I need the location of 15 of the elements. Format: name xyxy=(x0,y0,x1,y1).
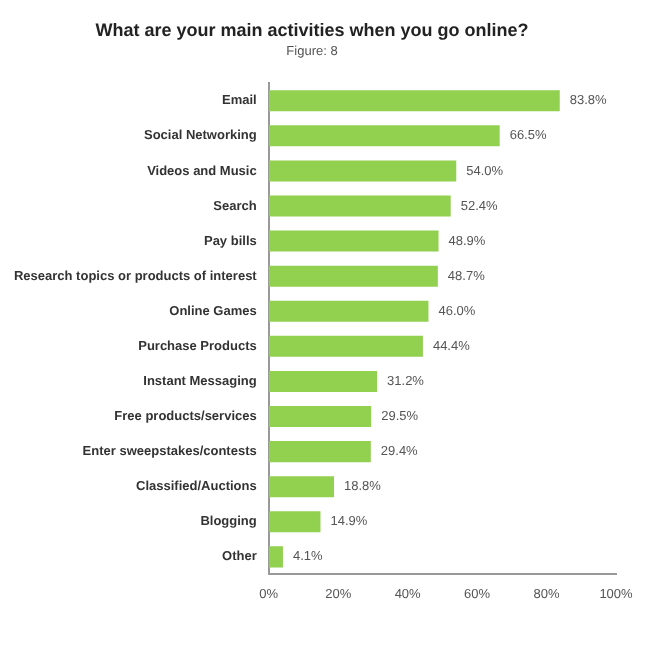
bar xyxy=(268,195,451,217)
bar xyxy=(268,300,429,322)
bar xyxy=(268,511,321,533)
bar xyxy=(268,405,372,428)
bar xyxy=(268,476,335,498)
bar xyxy=(268,90,560,112)
bar xyxy=(268,441,371,463)
bar xyxy=(268,370,378,392)
chart-title: What are your main activities when you go online? xyxy=(95,19,529,40)
bar xyxy=(268,160,457,182)
bar xyxy=(268,335,423,357)
bar xyxy=(268,125,500,147)
bar xyxy=(268,546,283,568)
bar xyxy=(268,265,438,287)
bar xyxy=(268,230,439,252)
